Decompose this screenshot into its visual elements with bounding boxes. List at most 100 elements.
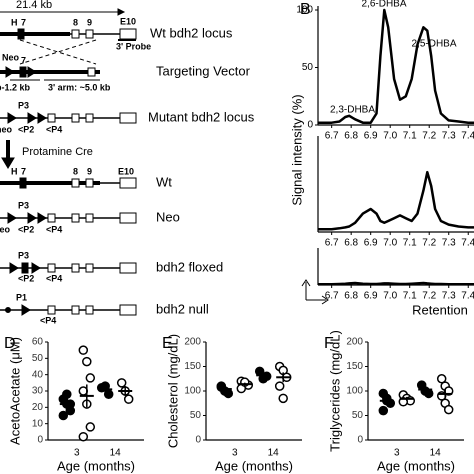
x-tick-label: 3 — [74, 448, 80, 459]
x-tick-label: 7.2 — [422, 131, 436, 142]
peak-label: 2,5-DHBA — [411, 39, 456, 50]
x-tick-label: 6.7 — [325, 291, 339, 302]
primer-label: neo — [0, 124, 13, 134]
exon-label: 8 — [73, 17, 78, 27]
loxp — [31, 262, 41, 274]
panel-a — [0, 8, 137, 316]
y-tick-label: 100 — [346, 386, 363, 397]
y-tick-label: 20 — [32, 402, 44, 413]
loxp — [37, 212, 47, 224]
y-tick-label: 0 — [307, 120, 313, 131]
x-tick-label: 7.4 — [461, 131, 474, 142]
recombination — [19, 39, 97, 65]
y-tick-label: 50 — [302, 62, 314, 73]
x-tick-label: 7.1 — [403, 238, 417, 249]
x-tick-label: 6.8 — [344, 238, 358, 249]
exon — [71, 263, 80, 273]
exon — [119, 28, 137, 40]
y-tick-label: 50 — [190, 410, 202, 421]
y-tick-label: 150 — [346, 361, 363, 372]
exon-label: H — [11, 17, 18, 27]
arm-label: 3' arm: ~5.0 kb — [48, 82, 111, 92]
exon — [85, 305, 94, 315]
x-tick-label: 7.0 — [383, 238, 397, 249]
x-axis-label: Retention — [412, 302, 468, 317]
exon — [71, 178, 80, 188]
data-point — [278, 393, 288, 404]
exon — [119, 112, 137, 124]
loxp — [27, 212, 37, 224]
exon-label: 7 — [21, 17, 26, 27]
recombination — [19, 39, 97, 65]
data-point — [62, 389, 72, 400]
exon — [71, 29, 80, 39]
loxp — [27, 112, 37, 124]
axis-arrows — [301, 279, 329, 305]
primer-label: <P4 — [46, 224, 62, 234]
y-tick-label: 0 — [357, 435, 363, 446]
exon — [87, 67, 96, 77]
arrowhead — [117, 8, 126, 16]
primer-label: <P4 — [40, 315, 56, 325]
x-axis-label: Age (months) — [57, 458, 135, 473]
trace — [318, 281, 474, 286]
exon-label: H — [11, 166, 18, 176]
x-tick-label: 7.4 — [461, 291, 474, 302]
x-tick-label: 6.9 — [364, 238, 378, 249]
primer-label: P1 — [16, 292, 27, 302]
y-tick-label: 0 — [195, 435, 201, 446]
exon-label: 8 — [73, 166, 78, 176]
loxp — [9, 262, 19, 274]
exon-label: E10 — [118, 166, 134, 176]
arrowhead — [1, 157, 15, 169]
exon — [119, 212, 137, 224]
exon — [47, 213, 56, 223]
loxp — [21, 304, 31, 316]
exon — [19, 66, 27, 78]
exon-label: Neo — [2, 52, 20, 62]
exon-label: 9 — [87, 17, 92, 27]
recombinase-label: Protamine Cre — [22, 146, 93, 158]
trace — [318, 8, 474, 124]
row-label: Targeting Vector — [156, 63, 251, 78]
data-point — [58, 410, 69, 421]
x-tick-label: 7.3 — [442, 238, 456, 249]
exon-label: 7 — [21, 55, 26, 65]
exon — [71, 213, 80, 223]
y-tick-label: 150 — [184, 361, 201, 372]
panel-label: F — [324, 335, 334, 352]
exon — [119, 262, 137, 274]
x-tick-label: 14 — [110, 448, 122, 459]
primer-label: neo — [0, 224, 11, 234]
primer-label: P3 — [18, 100, 29, 110]
peak-label: 2,6-DHBA — [361, 0, 406, 10]
data-point — [116, 378, 127, 388]
x-axis-label: Age (months) — [215, 458, 293, 473]
y-axis-label: AcetoAcetate (μM) — [7, 337, 22, 445]
exon — [47, 305, 56, 315]
x-axis-label: Age (months) — [377, 458, 455, 473]
y-axis-label: Triglycerides (mg/dL) — [327, 330, 342, 452]
data-point — [436, 374, 447, 384]
probe-label: 3' Probe — [116, 41, 151, 51]
x-tick-label: 7.3 — [442, 131, 456, 142]
scale-label: 21.4 kb — [16, 0, 52, 11]
x-tick-label: 7.4 — [461, 238, 474, 249]
x-tick-label: 7.0 — [383, 131, 397, 142]
x-tick-label: 6.7 — [325, 131, 339, 142]
loxp — [7, 112, 17, 124]
y-tick-label: 100 — [296, 5, 313, 16]
x-tick-label: 6.8 — [344, 131, 358, 142]
data-point — [443, 404, 454, 415]
primer-label: P3 — [18, 200, 29, 210]
x-tick-label: 3 — [232, 448, 238, 459]
row-label: Mutant bdh2 locus — [148, 109, 255, 124]
primer-label: <P2 — [18, 224, 34, 234]
panel-label: B — [300, 1, 311, 18]
exon — [85, 263, 94, 273]
exon — [119, 304, 137, 316]
loxp — [7, 212, 17, 224]
y-tick-label: 200 — [184, 337, 201, 348]
peak-label: 2,3-DHBA — [330, 105, 375, 116]
